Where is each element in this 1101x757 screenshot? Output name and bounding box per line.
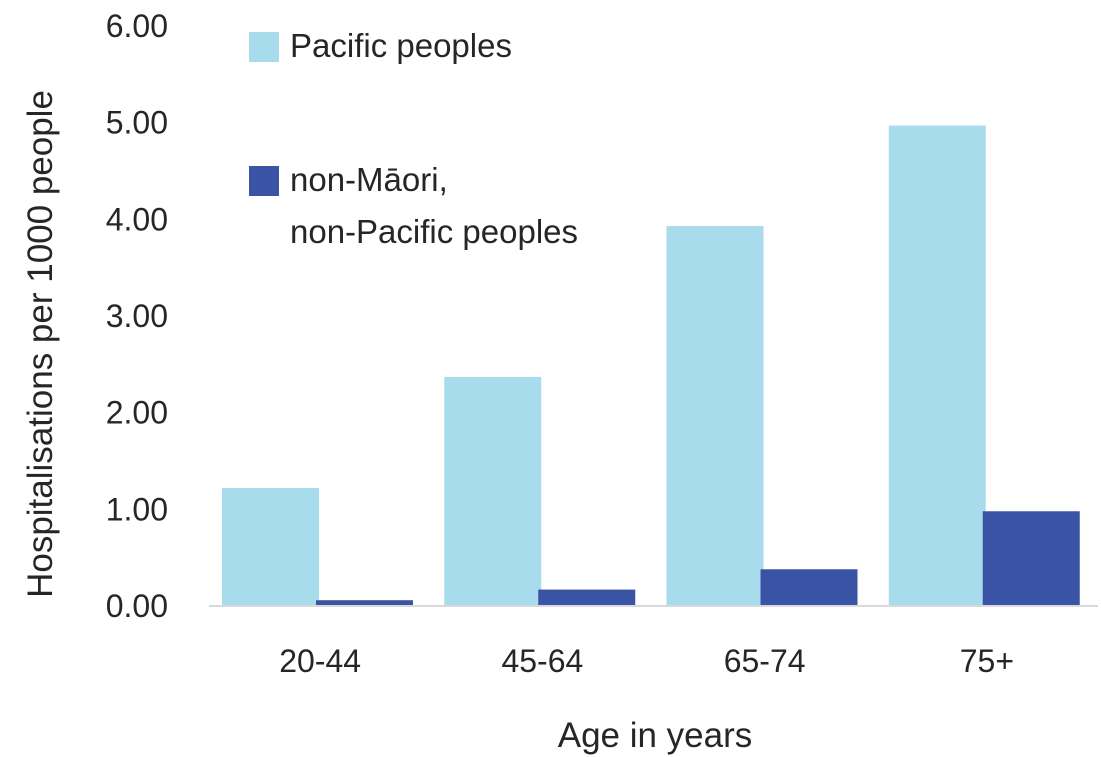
- bar-pacific-20-44: [222, 488, 319, 606]
- x-axis-title: Age in years: [558, 716, 753, 755]
- bar-pacific-45-64: [444, 376, 542, 606]
- bar-non-maori-75+: [982, 511, 1080, 606]
- bar-non-maori-20-44: [316, 600, 413, 606]
- bar-non-maori-65-74: [760, 569, 858, 606]
- x-tick-label: 65-74: [724, 643, 806, 679]
- y-tick-label: 0.00: [106, 588, 168, 624]
- bar-pacific-75+: [888, 125, 986, 607]
- legend-swatch: [249, 166, 279, 196]
- legend-swatch: [249, 32, 279, 62]
- y-axis-title: Hospitalisations per 1000 people: [21, 90, 60, 598]
- y-tick-label: 1.00: [106, 491, 168, 527]
- y-tick-label: 6.00: [106, 8, 168, 44]
- y-tick-label: 4.00: [106, 201, 168, 237]
- y-tick-label: 2.00: [106, 395, 168, 431]
- y-tick-label: 3.00: [106, 298, 168, 334]
- y-tick-label: 5.00: [106, 105, 168, 141]
- x-tick-labels: 20-44 45-64 65-74 75+: [279, 643, 1014, 679]
- legend: Pacific peoples non-Māori, non-Pacific peo…: [249, 27, 578, 250]
- bar-non-maori-45-64: [538, 589, 636, 606]
- x-tick-label: 75+: [960, 643, 1014, 679]
- y-tick-labels: 0.00 1.00 2.00 3.00 4.00 5.00 6.00: [106, 8, 168, 624]
- bar-pacific-65-74: [666, 226, 764, 606]
- bars: [222, 125, 1080, 607]
- legend-label: Pacific peoples: [290, 27, 512, 64]
- x-tick-label: 20-44: [279, 643, 361, 679]
- x-tick-label: 45-64: [501, 643, 583, 679]
- legend-label: non-Māori, non-Pacific peoples: [290, 161, 578, 250]
